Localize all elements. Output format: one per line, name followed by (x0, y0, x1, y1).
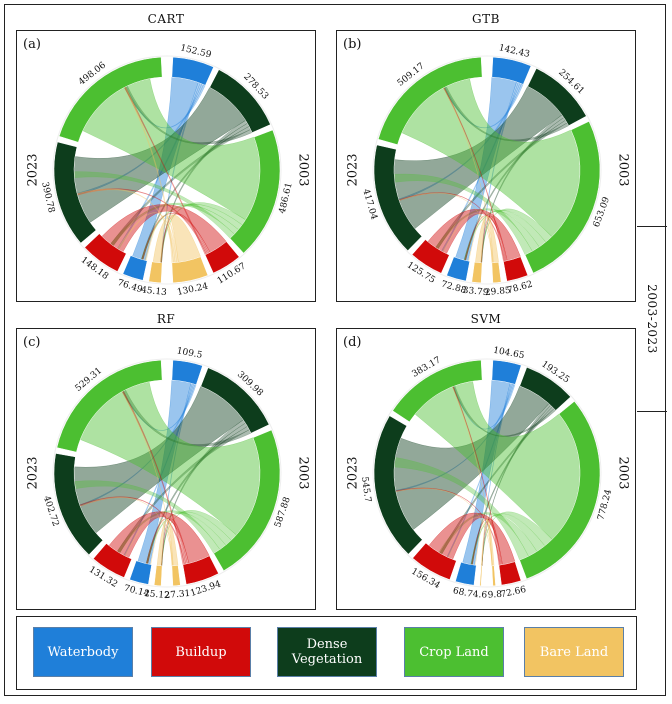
arc-2003-crop-land (519, 401, 601, 580)
legend-item-buildup: Buildup (151, 627, 251, 677)
chord-ring-guide (52, 55, 282, 285)
arc-2023-waterbody (129, 560, 152, 585)
legend-item-waterbody: Waterbody (33, 627, 133, 677)
value-label-2003-buildup: 72.66 (500, 585, 528, 600)
arc-2003-waterbody (171, 359, 203, 386)
period-label: 2003-2023 (645, 284, 659, 354)
arc-2003-bare-land (171, 565, 181, 587)
arc-2023-crop-land (58, 56, 163, 143)
value-label-2003-bare-land: 9.8 (487, 590, 502, 601)
arc-2003-crop-land (524, 121, 601, 274)
panel-title-cart: CART (147, 12, 185, 26)
value-label-2023-bare-land: 25.12 (144, 589, 171, 601)
value-label-2003-waterbody: 109.5 (176, 346, 203, 361)
arc-2003-crop-land (213, 429, 281, 572)
arc-2003-dense-vegetation (519, 366, 571, 411)
chord-svg-cart: 152.59278.53486.61110.67130.2445.1376.49… (26, 43, 311, 298)
value-label-2003-waterbody: 104.65 (492, 346, 525, 362)
chord-svg-gtb: 142.43254.61653.0978.6229.8533.7972.8812… (346, 43, 631, 298)
legend-item-bare-land: Bare Land (524, 627, 624, 677)
arc-2023-crop-land (392, 359, 483, 423)
arc-2023-waterbody (446, 256, 470, 282)
arc-2023-crop-land (377, 56, 483, 145)
arc-2003-waterbody (171, 56, 214, 86)
period-bracket: 2003-2023 (637, 226, 667, 412)
arc-2023-buildup (84, 233, 127, 272)
arc-2023-waterbody (455, 561, 477, 586)
value-label-2023-bare-land: 45.13 (141, 285, 168, 298)
chord-panel-svm: 104.65 193.25 778.24 72.66 9.8 4.6 68.7 156.34 5… (336, 328, 636, 610)
arc-2003-waterbody (491, 359, 522, 385)
chord-links (393, 76, 581, 264)
arc-2023-dense-vegetation (373, 415, 423, 555)
chord-ring-guide (372, 358, 602, 588)
panel-letter-c: (c) (23, 335, 41, 350)
arc-2023-bare-land (479, 565, 483, 587)
year-label-right: 2003 (296, 153, 311, 186)
panel-title-svm: SVM (470, 312, 502, 326)
chord-panel-cart: 152.59 278.53 486.61 110.67 130.24 45.13 76.49… (16, 30, 316, 302)
arc-2023-buildup (412, 542, 457, 581)
year-label-left: 2023 (346, 456, 361, 489)
year-label-left: 2023 (346, 153, 361, 186)
arc-2023-dense-vegetation (53, 453, 104, 556)
arc-2003-buildup (182, 555, 219, 585)
panel-title-rf: RF (156, 312, 176, 326)
arc-2003-buildup (204, 241, 240, 274)
year-label-right: 2003 (296, 456, 311, 489)
arc-2023-bare-land (153, 565, 163, 587)
year-label-right: 2003 (616, 456, 631, 489)
value-label-2003-bare-land: 27.31 (164, 589, 191, 601)
arc-2023-buildup (411, 239, 450, 274)
arc-2003-dense-vegetation (527, 68, 587, 126)
value-label-2023-waterbody: 68.7 (452, 586, 474, 600)
arc-2023-buildup (92, 543, 133, 578)
arc-2023-bare-land (148, 261, 163, 284)
year-label-left: 2023 (26, 456, 41, 489)
value-label-2023-bare-land: 4.6 (472, 590, 487, 601)
chord-links (73, 379, 261, 567)
value-label-2003-bare-land: 130.24 (176, 282, 209, 298)
chord-links (73, 76, 261, 264)
value-label-2023-waterbody: 70.14 (123, 584, 151, 600)
value-label-2023-bare-land: 33.79 (462, 286, 489, 298)
legend: Waterbody Buildup Dense Vegetation Crop … (16, 616, 637, 690)
panel-letter-b: (b) (343, 37, 362, 52)
arc-2003-bare-land (171, 256, 209, 284)
arc-2023-dense-vegetation (373, 144, 423, 251)
chord-svg-svm: 104.65193.25778.2472.669.84.668.7156.345… (346, 346, 631, 601)
chord-svg-rf: 109.5309.98587.88123.9427.3125.1270.1413… (26, 346, 311, 601)
year-label-left: 2023 (26, 153, 41, 186)
panel-letter-a: (a) (23, 37, 41, 52)
arc-2003-buildup (498, 561, 522, 586)
chord-ring-guide (372, 55, 602, 285)
value-label-2003-bare-land: 29.85 (485, 286, 512, 298)
arc-2003-crop-land (229, 129, 281, 254)
year-label-right: 2003 (616, 153, 631, 186)
panel-letter-d: (d) (343, 335, 362, 350)
chord-panel-gtb: 142.43 254.61 653.09 78.62 29.85 33.79 72.88 12… (336, 30, 636, 302)
chord-panel-rf: 109.5 309.98 587.88 123.94 27.31 25.12 70.14 13… (16, 328, 316, 610)
arc-2023-crop-land (56, 359, 163, 453)
arc-2023-waterbody (122, 255, 148, 281)
value-label-2023-dense-vegetation: 390.78 (39, 181, 56, 214)
arc-2003-dense-vegetation (209, 69, 271, 133)
legend-item-crop-land: Crop Land (404, 627, 504, 677)
value-label-2023-dense-vegetation: 417.04 (360, 188, 379, 221)
legend-item-dense-vegetation: Dense Vegetation (277, 627, 377, 677)
arc-2003-dense-vegetation (200, 367, 270, 434)
figure-frame (4, 4, 666, 696)
arc-2023-dense-vegetation (53, 141, 97, 244)
arc-2003-bare-land (491, 565, 496, 587)
arc-2003-waterbody (491, 56, 532, 85)
chord-ring-guide (52, 358, 282, 588)
chord-links (393, 379, 581, 567)
value-label-2003-waterbody: 152.59 (179, 43, 212, 60)
arc-2003-bare-land (491, 261, 502, 284)
value-label-2023-dense-vegetation: 545.7 (359, 476, 372, 503)
arc-2003-buildup (503, 256, 529, 282)
panel-title-gtb: GTB (472, 12, 500, 26)
arc-2023-bare-land (471, 261, 483, 284)
